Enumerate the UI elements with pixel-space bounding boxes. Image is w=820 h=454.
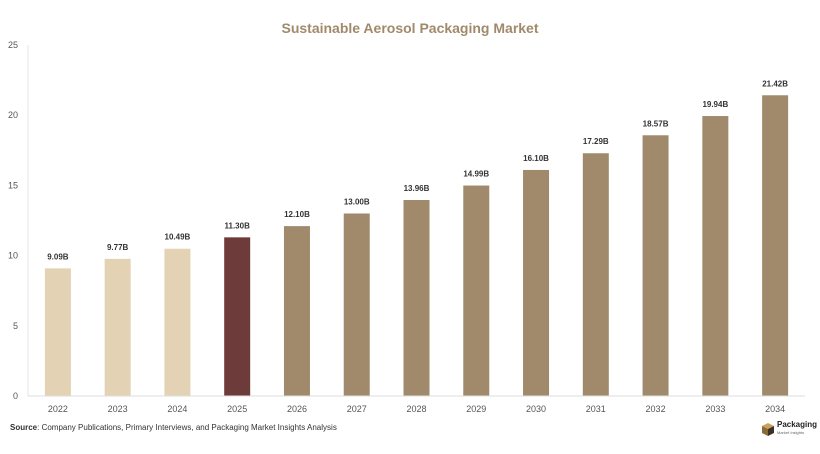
bar-2034 <box>762 95 789 397</box>
y-tick-label: 5 <box>13 321 18 331</box>
bar-2023 <box>104 258 131 396</box>
y-tick-label: 10 <box>8 251 18 261</box>
x-tick-label: 2028 <box>406 404 426 414</box>
source-label: Source <box>10 423 38 432</box>
bar-2029 <box>463 185 490 396</box>
data-label-2027: 13.00B <box>344 197 370 206</box>
bar-2025 <box>224 237 251 396</box>
bar-2032 <box>642 135 669 396</box>
x-tick-label: 2030 <box>526 404 546 414</box>
logo-subtitle: Market Insights <box>777 430 805 435</box>
x-tick-label: 2024 <box>167 404 187 414</box>
data-label-2024: 10.49B <box>165 233 191 242</box>
x-tick-label: 2029 <box>466 404 486 414</box>
x-tick-label: 2034 <box>765 404 785 414</box>
x-tick-label: 2022 <box>48 404 68 414</box>
bar-2033 <box>702 116 729 397</box>
data-label-2026: 12.10B <box>284 210 310 219</box>
logo-name: Packaging <box>777 420 818 429</box>
y-tick-label: 15 <box>8 180 18 190</box>
bar-2031 <box>582 153 609 396</box>
box-icon <box>762 422 774 436</box>
y-tick-label: 0 <box>13 391 18 401</box>
x-tick-label: 2033 <box>705 404 725 414</box>
y-tick-label: 20 <box>8 110 18 120</box>
bar-2027 <box>343 213 370 396</box>
bars: 9.09B 9.77B 10.49B 11.30B 12.10B 13.00B 13.96B… <box>44 79 789 397</box>
data-label-2031: 17.29B <box>583 137 609 146</box>
bar-2024 <box>164 248 191 396</box>
bar-2022 <box>44 268 71 396</box>
x-tick-label: 2027 <box>347 404 367 414</box>
brand-logo: Packaging Market Insights <box>762 421 817 437</box>
source-text: : Company Publications, Primary Intervie… <box>37 423 337 432</box>
data-label-2025: 11.30B <box>225 221 251 230</box>
x-tick-label: 2025 <box>227 404 247 414</box>
source-note: Source: Company Publications, Primary In… <box>10 423 337 432</box>
x-tick-label: 2026 <box>287 404 307 414</box>
x-tick-label: 2031 <box>586 404 606 414</box>
y-tick-label: 25 <box>8 40 18 50</box>
data-label-2022: 9.09B <box>47 252 69 261</box>
data-label-2034: 21.42B <box>762 79 788 88</box>
data-label-2028: 13.96B <box>404 184 430 193</box>
x-axis: 2022 2023 2024 2025 2026 2027 2028 2029 2030 2031… <box>28 395 805 414</box>
x-tick-label: 2032 <box>646 404 666 414</box>
data-label-2023: 9.77B <box>107 243 129 252</box>
x-tick-label: 2023 <box>108 404 128 414</box>
bar-2030 <box>523 169 550 396</box>
data-label-2032: 18.57B <box>643 119 669 128</box>
bar-2028 <box>403 200 430 396</box>
data-label-2029: 14.99B <box>463 170 489 179</box>
data-label-2033: 19.94B <box>702 100 728 109</box>
y-axis: 0 5 10 15 20 25 <box>8 40 29 401</box>
chart-title: Sustainable Aerosol Packaging Market <box>281 20 539 36</box>
data-label-2030: 16.10B <box>523 154 549 163</box>
bar-2026 <box>283 226 310 396</box>
